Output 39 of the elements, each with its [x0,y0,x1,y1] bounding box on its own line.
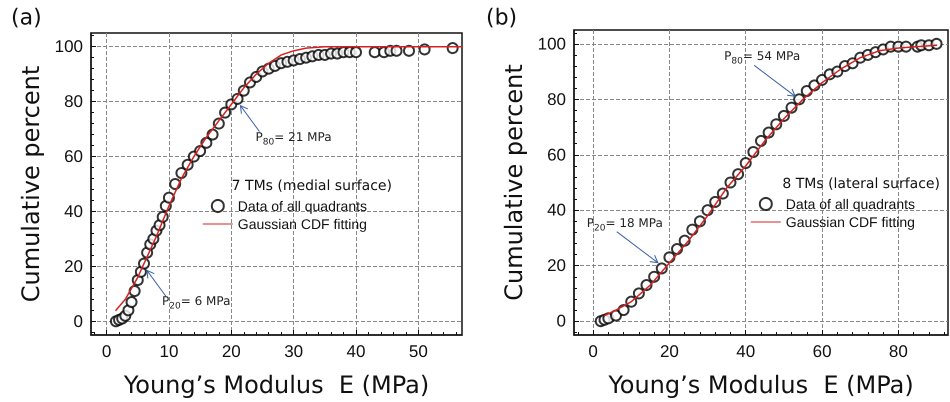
y-tick-label: 20 [64,256,83,276]
y-tick-label: 20 [547,256,566,276]
x-tick-label: 20 [660,342,679,361]
annotation: P$_{20}$= 18 MPa [586,216,663,234]
y-tick-label: 80 [64,92,83,112]
x-tick-label: 0 [102,342,112,361]
annotation: P$_{20}$= 6 MPa [162,294,230,312]
y-tick-label: 0 [74,312,83,331]
x-tick-label: 0 [588,342,598,361]
chart-title: (b) [486,6,518,30]
y-tick-label: 40 [64,202,83,221]
x-axis-title: Young’s Modulus E (MPa) [607,371,914,399]
x-tick-label: 60 [812,342,832,361]
y-axis-title: Cumulative percent [500,64,528,301]
legend-label: Data of all quadrants [238,198,368,214]
chart-title: (a) [11,6,42,30]
y-tick-label: 100 [538,34,566,54]
legend-title: 8 TMs (lateral surface) [782,176,940,192]
x-tick-label: 10 [159,342,178,361]
x-axis-title: Young’s Modulus E (MPa) [122,371,430,399]
y-tick-label: 60 [547,145,566,164]
x-tick-label: 40 [736,342,756,361]
legend-title: 7 TMs (medial surface) [232,178,392,194]
y-tick-label: 0 [556,312,566,331]
y-tick-label: 100 [54,37,83,56]
x-tick-label: 40 [346,342,366,361]
y-tick-label: 40 [547,200,566,220]
legend-label: Gaussian CDF fitting [786,214,915,230]
annotation: P$_{80}$= 54 MPa [724,49,800,67]
x-tick-label: 20 [222,342,241,361]
x-tick-label: 30 [284,342,304,361]
x-tick-label: 50 [408,342,428,361]
legend-label: Gaussian CDF fitting [238,216,367,232]
y-tick-label: 60 [64,147,83,166]
y-axis-title: Cumulative percent [17,66,45,302]
annotation: P$_{80}$= 21 MPa [256,130,332,148]
y-tick-label: 80 [547,90,566,109]
x-tick-label: 80 [888,342,908,361]
legend-label: Data of all quadrants [786,196,916,212]
